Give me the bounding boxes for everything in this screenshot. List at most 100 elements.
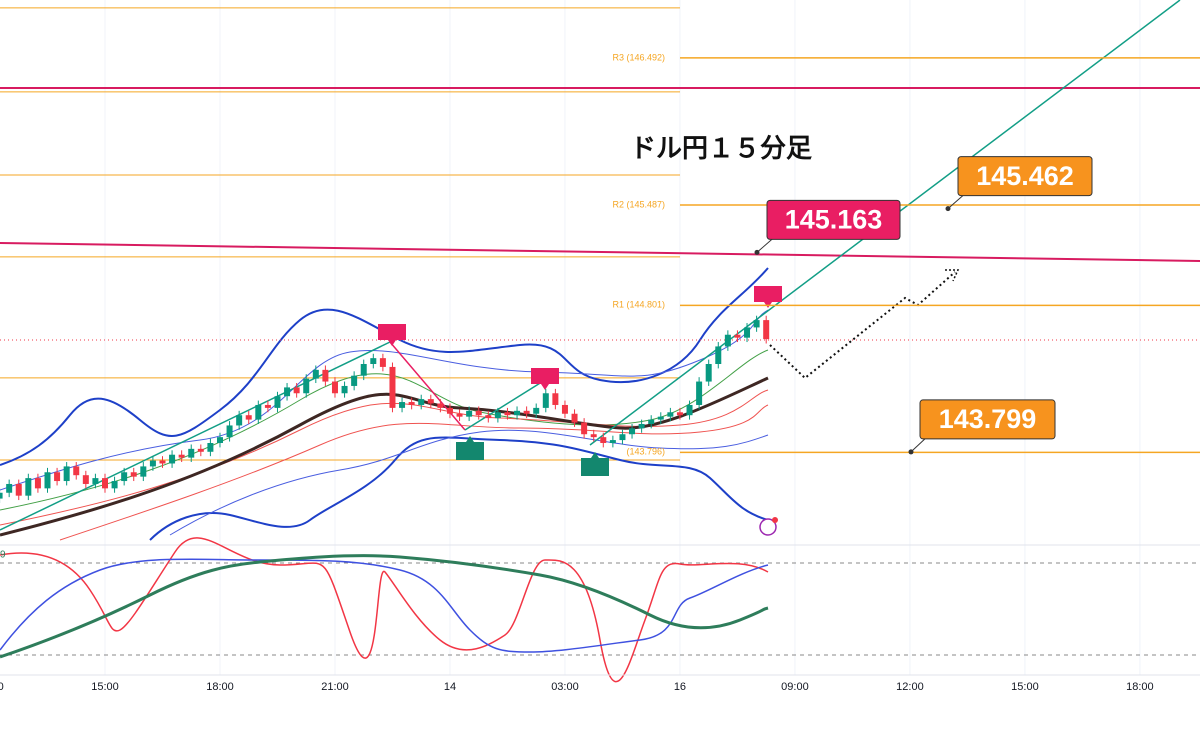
candle-body [101, 478, 108, 489]
candle-body [676, 412, 683, 416]
buy-flag [581, 452, 609, 476]
candle-body [399, 402, 406, 408]
sell-flag [378, 324, 406, 346]
candle-body [523, 410, 530, 414]
candle-body [92, 478, 99, 484]
candle-body [169, 454, 176, 464]
candle-body [130, 472, 137, 477]
callout-dot [754, 249, 760, 255]
candle-body [619, 434, 626, 441]
candle-body [140, 466, 147, 477]
sell-flag [754, 286, 782, 308]
x-tick-label: 14 [444, 681, 456, 693]
candle-body [581, 422, 588, 435]
candle-body [514, 410, 521, 416]
trend-line [464, 379, 546, 431]
candle-body [418, 399, 425, 405]
osc-line [0, 554, 769, 659]
pivot-label: R2 (145.487) [612, 199, 665, 209]
candle-body [667, 412, 674, 417]
x-tick-label: 18:00 [1126, 681, 1154, 693]
osc-line [0, 558, 769, 653]
forecast-path [769, 271, 956, 380]
x-tick-label: 15:00 [91, 681, 119, 693]
candle-body [0, 492, 3, 499]
candle-body [552, 393, 559, 405]
bollinger-lower [149, 436, 769, 541]
callout-label: 145.163 [785, 204, 883, 234]
callout-dot [908, 449, 914, 455]
callout-dot [945, 206, 951, 212]
candle-body [159, 460, 166, 464]
pivot-label: R1 (144.801) [612, 300, 665, 310]
inner-band [0, 309, 769, 491]
candle-body [638, 423, 645, 429]
candle-body [542, 393, 549, 408]
candle-body [245, 415, 252, 420]
callout-box [766, 199, 901, 240]
candle-body [63, 466, 70, 482]
candle-body [111, 481, 118, 489]
candle-body [360, 363, 367, 376]
candle-body [657, 416, 664, 420]
candle-body [121, 472, 128, 482]
callout-label: 145.462 [976, 161, 1074, 191]
candle-body [571, 413, 578, 423]
candle-body [389, 366, 396, 408]
candle-body [331, 381, 338, 394]
osc-line [0, 537, 769, 683]
price-layer [0, 0, 1141, 675]
alert-dot [772, 517, 778, 523]
callout-box [957, 156, 1093, 197]
ma-line [59, 404, 769, 541]
candle-body [54, 472, 61, 482]
candle-body [303, 378, 310, 394]
candle-body [437, 403, 444, 408]
x-tick-label: 12:00 [0, 681, 4, 693]
candle-body [629, 428, 636, 435]
candle-body [6, 483, 13, 493]
x-tick-label: 15:00 [1011, 681, 1039, 693]
candle-body [590, 434, 597, 438]
candle-body [533, 407, 540, 414]
candle-body [696, 381, 703, 405]
ma-line [0, 389, 769, 526]
x-tick-label: 09:00 [781, 681, 809, 693]
callout-box [919, 399, 1056, 440]
candle-body [715, 346, 722, 364]
candle-body [686, 404, 693, 416]
chart-title: ドル円１５分足 [630, 133, 812, 163]
candle-body [82, 475, 89, 484]
ma-line [0, 376, 769, 537]
candle-body [370, 358, 377, 364]
candle-body [475, 410, 482, 416]
candle-body [485, 415, 492, 419]
candle-body [73, 466, 80, 476]
callout-pointer [910, 437, 927, 453]
candle-body [734, 334, 741, 338]
inner-band [169, 429, 769, 536]
candle-body [408, 402, 415, 405]
candle-body [293, 387, 300, 394]
candle-body [25, 478, 32, 496]
sell-flag [531, 368, 559, 390]
buy-flag [456, 436, 484, 460]
forecast-arrow [945, 269, 960, 282]
pivot-label: (143.796) [626, 447, 665, 457]
candle-body [178, 454, 185, 458]
candle-body [705, 363, 712, 382]
candle-body [379, 358, 386, 367]
candle-body [226, 425, 233, 438]
candle-body [753, 320, 760, 328]
trend-line [0, 341, 391, 531]
callout-label: 143.799 [939, 404, 1037, 434]
x-tick-label: 03:00 [551, 681, 579, 693]
candle-body [763, 320, 770, 340]
candle-body [312, 369, 319, 379]
candle-body [236, 415, 243, 426]
callout-pointer [947, 194, 965, 210]
x-tick-label: 12:00 [896, 681, 924, 693]
candle-body [15, 483, 22, 496]
candle-body [609, 440, 616, 444]
